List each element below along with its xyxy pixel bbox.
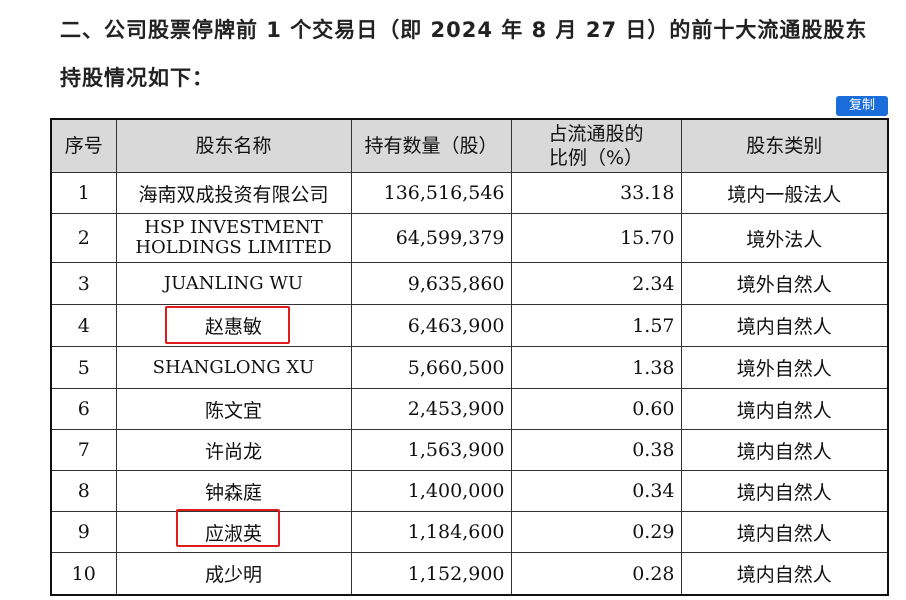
cell-index: 8 [50, 470, 117, 512]
cell-shares: 1,563,900 [350, 429, 512, 471]
cell-type: 境内自然人 [680, 388, 889, 430]
table-row: 2 HSP INVESTMENT HOLDINGS LIMITED 64,599,3… [50, 213, 889, 263]
section-heading-cont: 持股情况如下： [60, 66, 214, 90]
table-row: 3 JUANLING WU 9,635,860 2.34 境外自然人 [50, 262, 889, 305]
table-row: 8 钟森庭 1,400,000 0.34 境内自然人 [50, 470, 889, 512]
cell-index: 10 [50, 552, 117, 596]
col-header-index: 序号 [50, 118, 117, 173]
cell-ratio: 0.34 [510, 470, 682, 512]
cell-shares: 5,660,500 [350, 346, 512, 389]
cell-ratio: 2.34 [510, 262, 682, 305]
cell-index: 1 [50, 172, 117, 214]
table-header: 序号 股东名称 持有数量（股） 占流通股的比例（%） 股东类别 [50, 118, 889, 173]
cell-ratio: 0.29 [510, 511, 682, 553]
cell-name: HSP INVESTMENT HOLDINGS LIMITED [115, 213, 352, 263]
section-heading: 二、公司股票停牌前 1 个交易日（即 2024 年 8 月 27 日）的前十大流… [60, 18, 868, 42]
copy-button[interactable]: 复制 [836, 96, 888, 116]
cell-type: 境内自然人 [680, 304, 889, 347]
cell-type: 境内自然人 [680, 511, 889, 553]
cell-type: 境内自然人 [680, 552, 889, 596]
cell-shares: 2,453,900 [350, 388, 512, 430]
cell-shares: 1,184,600 [350, 511, 512, 553]
col-header-ratio: 占流通股的比例（%） [510, 118, 682, 173]
cell-ratio: 1.38 [510, 346, 682, 389]
cell-index: 5 [50, 346, 117, 389]
cell-ratio: 33.18 [510, 172, 682, 214]
cell-type: 境外自然人 [680, 262, 889, 305]
cell-shares: 6,463,900 [350, 304, 512, 347]
cell-ratio: 1.57 [510, 304, 682, 347]
cell-shares: 1,152,900 [350, 552, 512, 596]
cell-type: 境外自然人 [680, 346, 889, 389]
cell-name: 陈文宜 [115, 388, 352, 430]
cell-type: 境内一般法人 [680, 172, 889, 214]
table-row: 10 成少明 1,152,900 0.28 境内自然人 [50, 552, 889, 596]
highlight-box [165, 306, 290, 344]
table-row: 7 许尚龙 1,563,900 0.38 境内自然人 [50, 429, 889, 471]
cell-index: 6 [50, 388, 117, 430]
cell-type: 境外法人 [680, 213, 889, 263]
cell-name: 成少明 [115, 552, 352, 596]
cell-ratio: 0.38 [510, 429, 682, 471]
table-row: 4 赵惠敏 6,463,900 1.57 境内自然人 [50, 304, 889, 347]
table-row: 1 海南双成投资有限公司 136,516,546 33.18 境内一般法人 [50, 172, 889, 214]
highlight-box [176, 509, 280, 547]
cell-ratio: 0.60 [510, 388, 682, 430]
cell-index: 9 [50, 511, 117, 553]
cell-name: 许尚龙 [115, 429, 352, 471]
cell-name: 海南双成投资有限公司 [115, 172, 352, 214]
col-header-shares: 持有数量（股） [350, 118, 512, 173]
cell-ratio: 15.70 [510, 213, 682, 263]
col-header-type: 股东类别 [680, 118, 889, 173]
cell-type: 境内自然人 [680, 470, 889, 512]
cell-name: SHANGLONG XU [115, 346, 352, 389]
table-row: 6 陈文宜 2,453,900 0.60 境内自然人 [50, 388, 889, 430]
cell-name: 钟森庭 [115, 470, 352, 512]
table-row: 5 SHANGLONG XU 5,660,500 1.38 境外自然人 [50, 346, 889, 389]
cell-index: 7 [50, 429, 117, 471]
cell-name: JUANLING WU [115, 262, 352, 305]
col-header-name: 股东名称 [115, 118, 352, 173]
cell-shares: 9,635,860 [350, 262, 512, 305]
cell-index: 2 [50, 213, 117, 263]
cell-shares: 1,400,000 [350, 470, 512, 512]
cell-shares: 64,599,379 [350, 213, 512, 263]
table-row: 9 应淑英 1,184,600 0.29 境内自然人 [50, 511, 889, 553]
cell-index: 3 [50, 262, 117, 305]
cell-shares: 136,516,546 [350, 172, 512, 214]
cell-type: 境内自然人 [680, 429, 889, 471]
cell-name: 赵惠敏 [115, 304, 352, 347]
cell-ratio: 0.28 [510, 552, 682, 596]
cell-index: 4 [50, 304, 117, 347]
shareholder-table: 序号 股东名称 持有数量（股） 占流通股的比例（%） 股东类别 1 海南双成投资有… [50, 118, 889, 596]
